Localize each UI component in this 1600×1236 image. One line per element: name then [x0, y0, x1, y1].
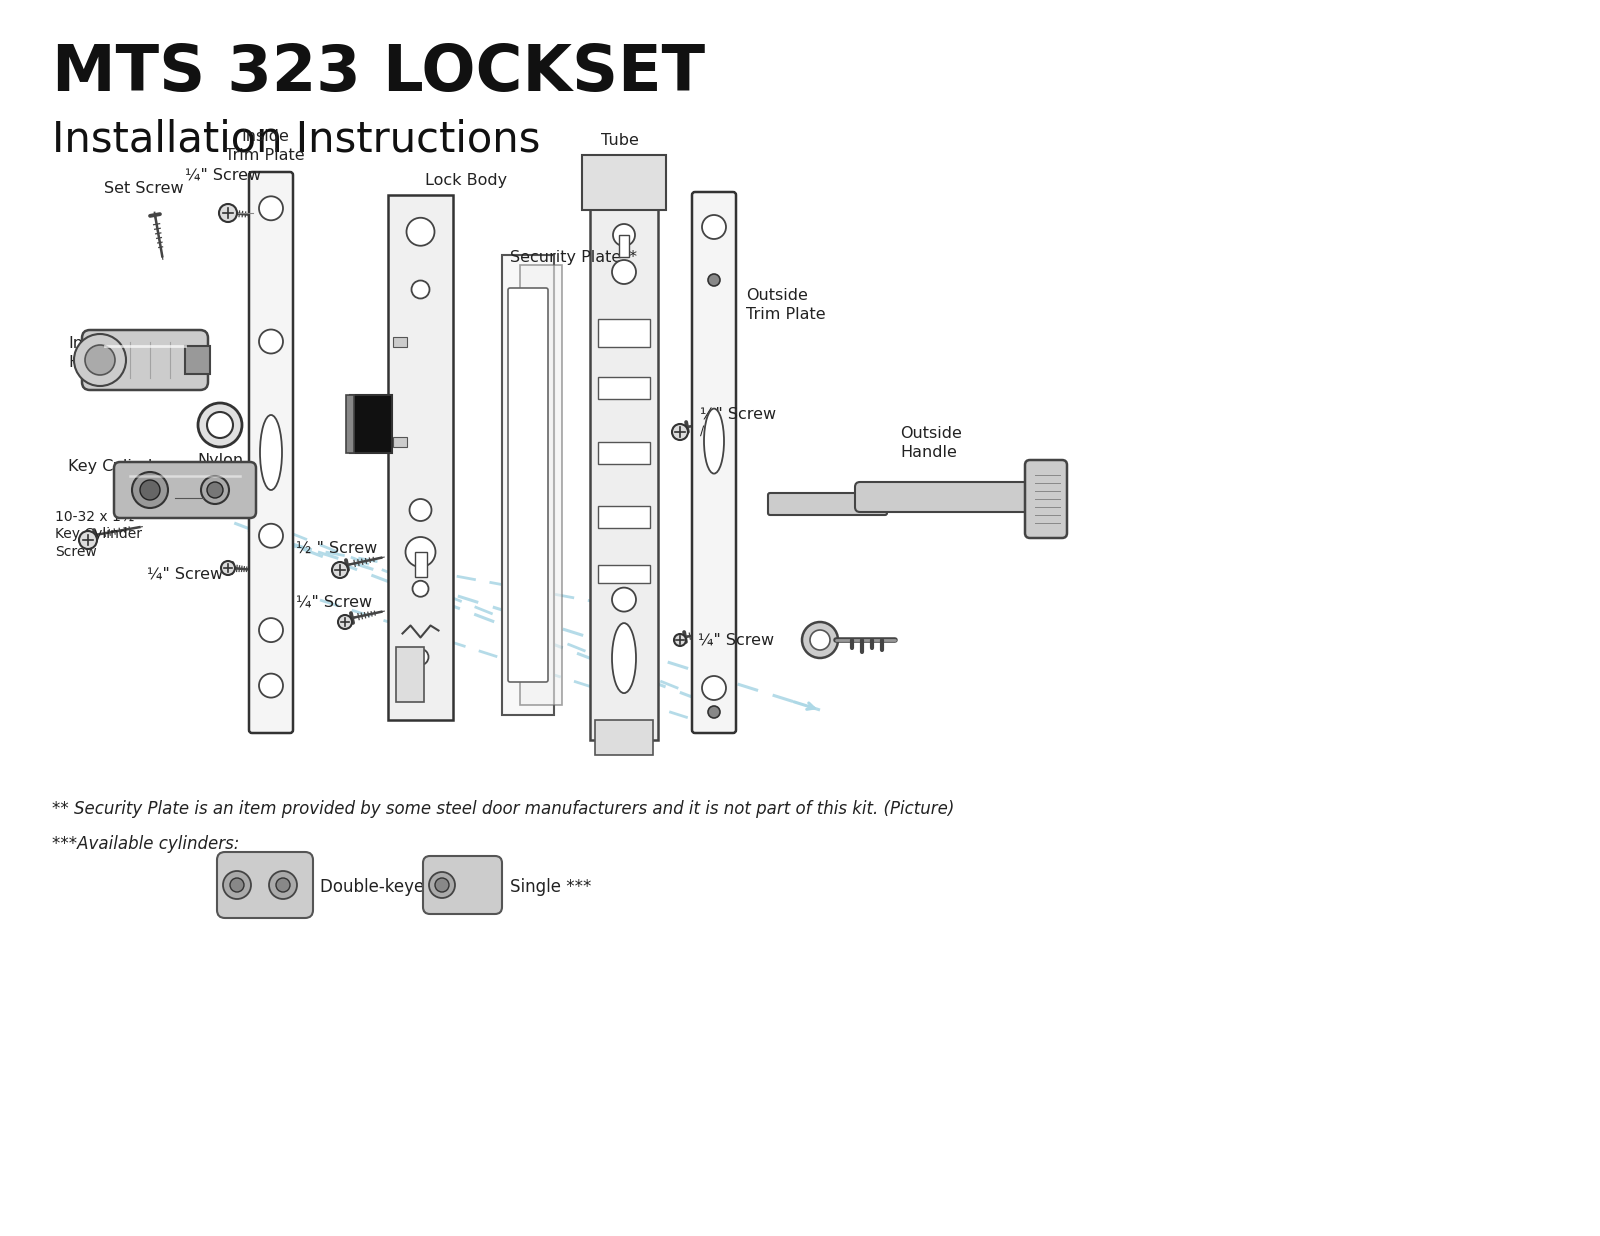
Text: Nylon
Washer: Nylon Washer [190, 454, 250, 487]
Bar [414, 552, 427, 577]
FancyBboxPatch shape [595, 721, 653, 755]
Circle shape [411, 281, 429, 299]
Circle shape [406, 218, 435, 246]
FancyBboxPatch shape [582, 154, 666, 210]
Circle shape [338, 616, 352, 629]
Text: MTS 323 LOCKSET: MTS 323 LOCKSET [51, 42, 706, 104]
Circle shape [410, 499, 432, 522]
Bar [346, 394, 354, 452]
FancyBboxPatch shape [250, 172, 293, 733]
FancyBboxPatch shape [509, 288, 547, 682]
Circle shape [613, 224, 635, 246]
Circle shape [333, 562, 349, 578]
Circle shape [413, 581, 429, 597]
Text: 10-32 x 1½ "
Key Cylinder
Screw: 10-32 x 1½ " Key Cylinder Screw [54, 510, 146, 559]
Text: Installation Instructions: Installation Instructions [51, 117, 541, 159]
FancyBboxPatch shape [590, 154, 658, 740]
Text: Tube: Tube [602, 133, 638, 148]
Circle shape [85, 345, 115, 375]
Text: ¼" Screw: ¼" Screw [147, 567, 222, 582]
Circle shape [131, 472, 168, 508]
Circle shape [802, 622, 838, 658]
Circle shape [435, 878, 450, 892]
FancyBboxPatch shape [520, 265, 562, 705]
Bar [598, 506, 650, 528]
Circle shape [672, 424, 688, 440]
FancyBboxPatch shape [422, 857, 502, 913]
Circle shape [259, 618, 283, 641]
Text: Double-keyed ***: Double-keyed *** [320, 878, 466, 896]
Text: ¼" Screw: ¼" Screw [701, 407, 776, 421]
FancyBboxPatch shape [691, 192, 736, 733]
FancyBboxPatch shape [218, 852, 314, 918]
Bar [394, 436, 406, 446]
Circle shape [219, 204, 237, 222]
Bar [397, 646, 424, 702]
Ellipse shape [611, 623, 637, 693]
Text: ***Available cylinders:: ***Available cylinders: [51, 836, 240, 853]
Bar [598, 319, 650, 347]
Circle shape [198, 403, 242, 447]
Circle shape [707, 274, 720, 286]
Bar [598, 377, 650, 399]
Circle shape [202, 476, 229, 504]
Bar [186, 346, 210, 375]
Text: Lock Body: Lock Body [426, 173, 507, 188]
Circle shape [221, 561, 235, 575]
Text: ** Security Plate is an item provided by some steel door manufacturers and it is: ** Security Plate is an item provided by… [51, 800, 954, 818]
Text: Outside
Handle: Outside Handle [899, 426, 962, 460]
Text: Single ***: Single *** [510, 878, 592, 896]
Circle shape [206, 412, 234, 438]
Bar [598, 441, 650, 464]
FancyBboxPatch shape [82, 330, 208, 391]
Circle shape [230, 878, 243, 892]
Circle shape [611, 260, 637, 284]
Text: ½ " Screw: ½ " Screw [296, 541, 378, 556]
Text: ¼" Screw: ¼" Screw [698, 633, 774, 648]
FancyBboxPatch shape [502, 255, 554, 714]
Circle shape [259, 330, 283, 353]
Text: ¼" Screw: ¼" Screw [186, 168, 261, 183]
Text: Inside
Trim Plate: Inside Trim Plate [226, 130, 306, 163]
Circle shape [277, 878, 290, 892]
Circle shape [206, 482, 222, 498]
Circle shape [74, 334, 126, 386]
Text: Security Plate**: Security Plate** [510, 250, 637, 265]
Text: Inside
Handle: Inside Handle [67, 336, 125, 370]
Circle shape [78, 531, 98, 549]
FancyBboxPatch shape [768, 493, 886, 515]
Circle shape [413, 649, 429, 665]
Bar [350, 394, 392, 452]
Circle shape [269, 871, 298, 899]
Circle shape [222, 871, 251, 899]
FancyBboxPatch shape [114, 462, 256, 518]
Text: Set Screw: Set Screw [104, 180, 184, 197]
Text: ¼" Screw: ¼" Screw [296, 595, 373, 611]
FancyBboxPatch shape [1026, 460, 1067, 538]
Ellipse shape [259, 415, 282, 489]
Text: ∕: ∕ [701, 425, 704, 438]
Circle shape [707, 706, 720, 718]
Circle shape [259, 524, 283, 548]
Text: Key Cylinder: Key Cylinder [67, 459, 170, 473]
Circle shape [810, 630, 830, 650]
Circle shape [702, 215, 726, 239]
Circle shape [141, 480, 160, 501]
Text: Outside
Trim Plate: Outside Trim Plate [746, 288, 826, 321]
Circle shape [702, 676, 726, 700]
Circle shape [674, 634, 686, 646]
Circle shape [259, 197, 283, 220]
Circle shape [429, 873, 454, 899]
Ellipse shape [704, 409, 723, 473]
Bar [387, 195, 453, 721]
FancyBboxPatch shape [854, 482, 1045, 512]
Circle shape [259, 674, 283, 697]
Bar [598, 565, 650, 582]
Circle shape [611, 587, 637, 612]
Bar [619, 235, 629, 257]
Bar [394, 336, 406, 347]
Circle shape [405, 536, 435, 567]
